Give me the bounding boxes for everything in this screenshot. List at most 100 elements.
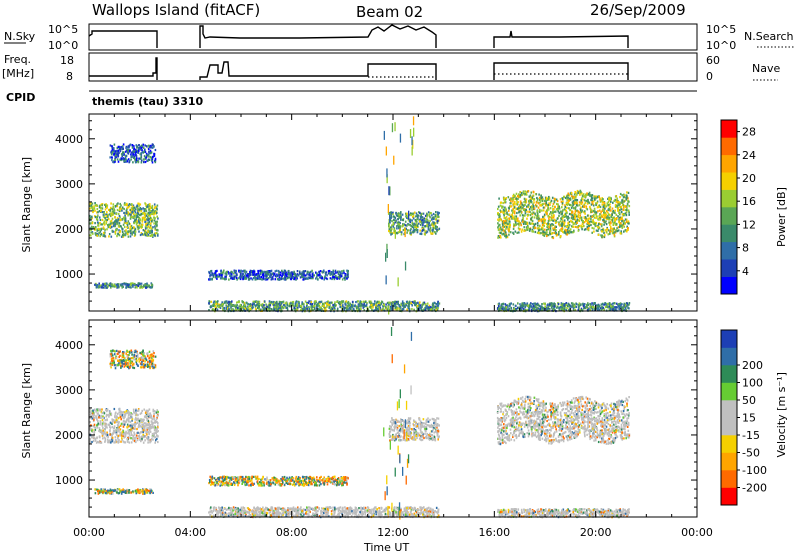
scatter-cell bbox=[623, 304, 625, 307]
scatter-cell bbox=[115, 229, 117, 232]
scatter-cell bbox=[596, 206, 599, 209]
scatter-cell bbox=[142, 229, 145, 232]
scatter-cell bbox=[117, 233, 119, 236]
scatter-cell bbox=[117, 218, 120, 221]
scatter-cell bbox=[151, 206, 153, 209]
scatter-cell bbox=[98, 216, 101, 219]
scatter-cell bbox=[619, 209, 621, 212]
scatter-cell bbox=[113, 147, 115, 150]
scatter-cell bbox=[544, 232, 547, 235]
scatter-cell bbox=[543, 218, 545, 221]
scatter-cell bbox=[405, 213, 408, 216]
scatter-cell bbox=[150, 217, 153, 220]
scatter-cell bbox=[598, 223, 600, 226]
scatter-cell bbox=[208, 271, 211, 274]
scatter-cell bbox=[105, 222, 108, 225]
scatter-cell bbox=[151, 229, 153, 232]
scatter-cell bbox=[103, 212, 105, 215]
scatter-cell bbox=[536, 210, 539, 213]
scatter-cell bbox=[213, 304, 216, 308]
scatter-cell bbox=[512, 209, 514, 212]
scatter-cell bbox=[576, 219, 578, 222]
scatter-cell bbox=[125, 158, 127, 161]
scatter-cell bbox=[419, 211, 421, 214]
scatter-cell bbox=[337, 276, 340, 279]
scatter-cell bbox=[302, 278, 304, 281]
scatter-cell bbox=[604, 229, 607, 232]
scatter-cell bbox=[622, 208, 625, 211]
scatter-cell bbox=[139, 222, 141, 225]
scatter-cell bbox=[304, 270, 307, 273]
scatter-cell bbox=[552, 216, 555, 219]
scatter-cell bbox=[539, 209, 541, 212]
scatter-cell bbox=[151, 144, 154, 147]
scatter-cell bbox=[524, 199, 527, 202]
scatter-cell bbox=[313, 307, 316, 310]
scatter-cell bbox=[122, 143, 125, 146]
scatter-cell bbox=[112, 147, 114, 150]
scatter-cell bbox=[402, 307, 404, 311]
scatter-cell bbox=[596, 196, 599, 199]
scatter-cell bbox=[556, 209, 559, 212]
scatter-cell bbox=[224, 300, 227, 303]
scatter-cell bbox=[542, 306, 544, 310]
scatter-cell bbox=[619, 192, 622, 196]
scatter-cell bbox=[357, 305, 360, 308]
scatter-cell bbox=[134, 215, 136, 218]
scatter-cell bbox=[553, 219, 555, 222]
scatter-cell bbox=[113, 152, 116, 155]
scatter-cell bbox=[584, 216, 587, 219]
scatter-cell bbox=[110, 286, 112, 289]
scatter-cell bbox=[133, 226, 135, 229]
scatter-cell bbox=[135, 221, 137, 224]
scatter-cell bbox=[625, 211, 628, 214]
scatter-cell bbox=[308, 300, 310, 303]
scatter-cell bbox=[589, 194, 592, 197]
scatter-cell bbox=[152, 226, 154, 229]
scatter-cell bbox=[572, 202, 574, 205]
scatter-cell bbox=[139, 148, 142, 151]
scatter-cell bbox=[505, 222, 507, 225]
scatter-cell bbox=[407, 223, 410, 226]
scatter-cell bbox=[521, 306, 523, 309]
scatter-cell bbox=[263, 304, 265, 307]
scatter-cell bbox=[124, 214, 126, 217]
scatter-cell bbox=[245, 276, 248, 279]
scatter-cell bbox=[593, 207, 596, 210]
scatter-cell bbox=[328, 306, 330, 309]
scatter-cell bbox=[133, 216, 135, 220]
scatter-cell bbox=[537, 213, 539, 216]
scatter-cell bbox=[538, 232, 540, 235]
scatter-cell bbox=[396, 214, 399, 218]
scatter-cell bbox=[329, 273, 332, 276]
scatter-cell bbox=[284, 276, 287, 280]
scatter-cell bbox=[210, 300, 213, 303]
scatter-cell bbox=[567, 231, 569, 234]
scatter-cell bbox=[316, 306, 318, 309]
scatter-cell bbox=[504, 217, 507, 220]
scatter-cell bbox=[506, 218, 508, 221]
scatter-cell bbox=[236, 278, 238, 281]
scatter-cell bbox=[407, 215, 409, 219]
scatter-cell bbox=[574, 209, 577, 213]
scatter-cell bbox=[122, 235, 125, 238]
scatter-cell bbox=[134, 211, 137, 214]
scatter-cell bbox=[534, 213, 537, 217]
scatter-cell bbox=[511, 209, 513, 212]
scatter-cell bbox=[574, 207, 577, 210]
scatter-cell bbox=[311, 305, 313, 308]
scatter-cell bbox=[523, 201, 525, 204]
scatter-cell bbox=[145, 154, 148, 157]
scatter-cell bbox=[627, 228, 629, 231]
scatter-cell bbox=[142, 233, 145, 236]
scatter-cell bbox=[94, 202, 96, 205]
scatter-cell bbox=[615, 213, 618, 216]
scatter-cell bbox=[610, 197, 612, 200]
scatter-cell bbox=[578, 219, 581, 222]
scatter-cell bbox=[408, 305, 410, 308]
scatter-cell bbox=[347, 301, 350, 304]
scatter-cell bbox=[538, 219, 540, 222]
scatter-cell bbox=[516, 231, 518, 234]
scatter-cell bbox=[219, 274, 221, 277]
scatter-cell bbox=[572, 231, 574, 234]
